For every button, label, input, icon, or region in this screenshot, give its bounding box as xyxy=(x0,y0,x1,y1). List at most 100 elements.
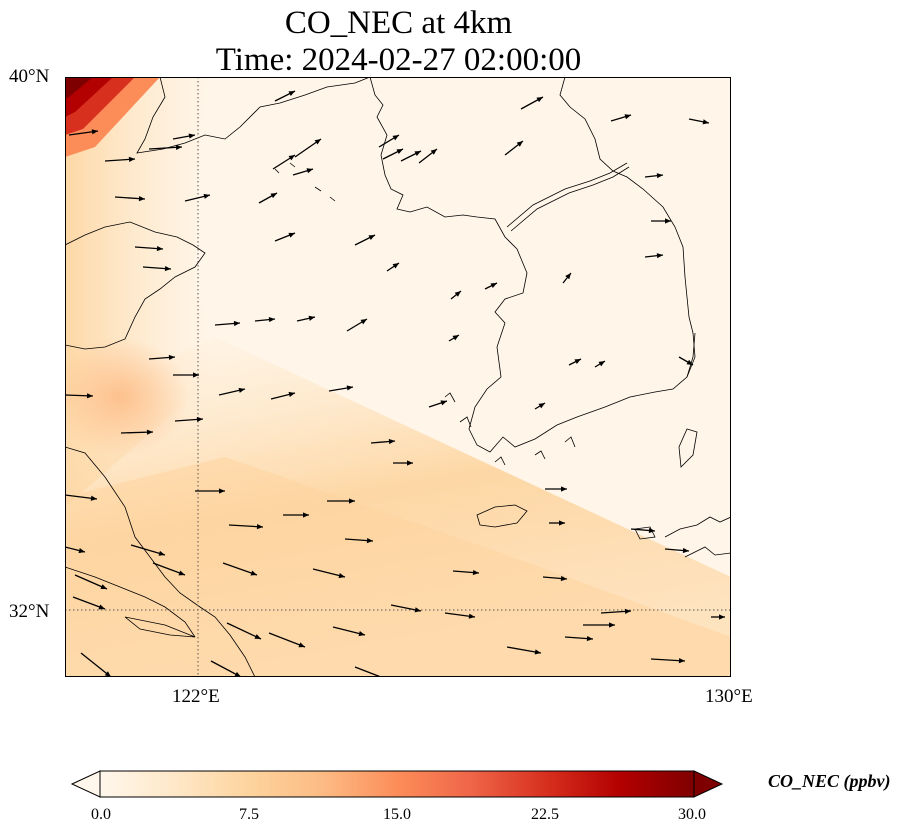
wind-vector-arrow xyxy=(344,537,374,544)
coastline-jeju xyxy=(476,504,528,528)
wind-vector-arrow xyxy=(610,114,632,122)
colorbar-min-extension xyxy=(70,770,101,798)
coastline-japan-kyushu xyxy=(664,516,731,538)
wind-vector-arrow xyxy=(312,568,346,579)
wind-vector-arrow xyxy=(327,498,355,504)
wind-vector-arrow xyxy=(120,429,154,435)
wind-vector-arrow xyxy=(504,140,524,156)
coastline-yangtze-island xyxy=(124,616,196,638)
wind-vector-arrow xyxy=(172,133,196,140)
wind-vector-arrow xyxy=(328,385,354,392)
wind-vector-arrow xyxy=(600,608,632,614)
wind-vector-arrow xyxy=(534,402,546,410)
gridlines xyxy=(65,77,731,677)
wind-vector-arrow xyxy=(65,546,86,554)
lat-label-40: 40°N xyxy=(9,66,50,87)
wind-vector-arrow xyxy=(274,232,296,242)
coastline-north-korea-west xyxy=(369,77,696,453)
wind-vector-arrow xyxy=(104,156,136,162)
wind-vector-arrow xyxy=(294,138,322,158)
colorbar-tick-1: 7.5 xyxy=(239,806,259,823)
wind-vector-arrow xyxy=(562,272,572,284)
coastline-china-shanghai xyxy=(65,566,196,638)
wind-vector-arrow xyxy=(218,387,246,396)
wind-vector-arrow xyxy=(452,569,480,576)
wind-vector-arrow xyxy=(292,168,314,176)
wind-vector-arrow xyxy=(142,265,172,272)
wind-vector-arrow xyxy=(418,148,438,164)
wind-vector-arrow xyxy=(258,192,278,204)
wind-vector-arrow xyxy=(354,234,376,246)
colorbar-tick-0: 0.0 xyxy=(91,806,111,823)
map-panel xyxy=(65,77,731,677)
wind-vector-arrow xyxy=(68,129,99,136)
colorbar-tick-3: 22.5 xyxy=(531,806,559,823)
wind-vector-arrow xyxy=(268,632,306,648)
wind-vector-arrow xyxy=(254,317,276,323)
colorbar xyxy=(70,770,724,798)
wind-vector-arrow xyxy=(549,520,565,526)
wind-vector-arrow xyxy=(152,562,186,576)
coastline-dmz xyxy=(506,162,628,228)
lat-label-32: 32°N xyxy=(9,601,50,622)
lon-label-130: 130°E xyxy=(705,686,753,707)
field-nw-max-4 xyxy=(65,77,93,99)
wind-vector-arrow xyxy=(222,562,258,576)
map-canvas xyxy=(65,77,731,677)
wind-vector-arrow xyxy=(274,90,296,102)
wind-vector-arrow xyxy=(74,574,108,590)
wind-vector-arrow xyxy=(378,134,400,148)
wind-vector-arrow xyxy=(228,524,264,530)
wind-vector-arrow xyxy=(594,360,606,368)
wind-vector-arrow xyxy=(184,193,211,202)
wind-vector-arrow xyxy=(564,635,594,642)
wind-vector-arrow xyxy=(134,245,164,252)
wind-vector-arrow xyxy=(174,416,204,423)
coastline-china-jiangsu xyxy=(65,446,256,677)
wind-vector-arrow xyxy=(450,290,462,300)
wind-vector-arrow xyxy=(448,334,460,342)
lon-label-122: 122°E xyxy=(172,686,220,707)
wind-vector-arrow xyxy=(272,154,296,170)
wind-vector-arrow xyxy=(173,372,199,378)
field-band-core xyxy=(65,457,731,677)
wind-vector-arrow xyxy=(678,356,694,366)
wind-vector-arrow xyxy=(72,596,106,610)
wind-vector-arrow xyxy=(400,150,422,162)
wind-vector-arrow xyxy=(484,282,498,290)
colorbar-tick-4: 30.0 xyxy=(678,806,706,823)
wind-vector-arrow xyxy=(644,173,664,179)
map-title-line2: Time: 2024-02-27 02:00:00 xyxy=(215,42,582,78)
wind-vector-arrow xyxy=(393,460,413,466)
wind-vector-arrow xyxy=(520,96,544,110)
wind-vector-arrow xyxy=(711,614,725,620)
wind-vector-arrow xyxy=(568,358,582,366)
colorbar-label: CO_NEC (ppbv) xyxy=(768,771,891,791)
coastline-tsushima xyxy=(678,428,698,468)
map-title-line1: CO_NEC at 4km xyxy=(284,5,513,41)
coastline-bohai-islands xyxy=(274,162,336,202)
wind-vector-arrow xyxy=(226,622,262,640)
wind-vector-arrow xyxy=(148,144,183,150)
coastline-china-shandong xyxy=(65,221,206,350)
wind-vector-arrow xyxy=(296,315,316,322)
map-border xyxy=(65,77,731,677)
wind-vector-arrow xyxy=(506,646,542,655)
wind-vector-arrow xyxy=(195,488,225,494)
wind-vector-arrow xyxy=(214,320,241,327)
wind-vector-arrow xyxy=(283,512,309,518)
wind-vector-arrow xyxy=(346,318,368,332)
wind-vector-arrow xyxy=(270,391,296,400)
wind-vector-arrow xyxy=(688,118,710,125)
wind-vector-arrow xyxy=(630,527,656,534)
wind-vector-arrow xyxy=(664,547,690,554)
wind-vector-arrow xyxy=(210,660,242,677)
coastline-japan-kyushu-2 xyxy=(684,546,731,558)
colorbar-gradient xyxy=(99,770,695,798)
wind-vector-arrow xyxy=(390,604,422,613)
wind-vector-arrow xyxy=(382,148,404,160)
wind-vector-arrow xyxy=(65,393,94,399)
coastline-korea-south-east xyxy=(686,332,696,378)
wind-vector-arrow xyxy=(148,354,176,361)
coastline-north-korea-east xyxy=(559,77,690,318)
